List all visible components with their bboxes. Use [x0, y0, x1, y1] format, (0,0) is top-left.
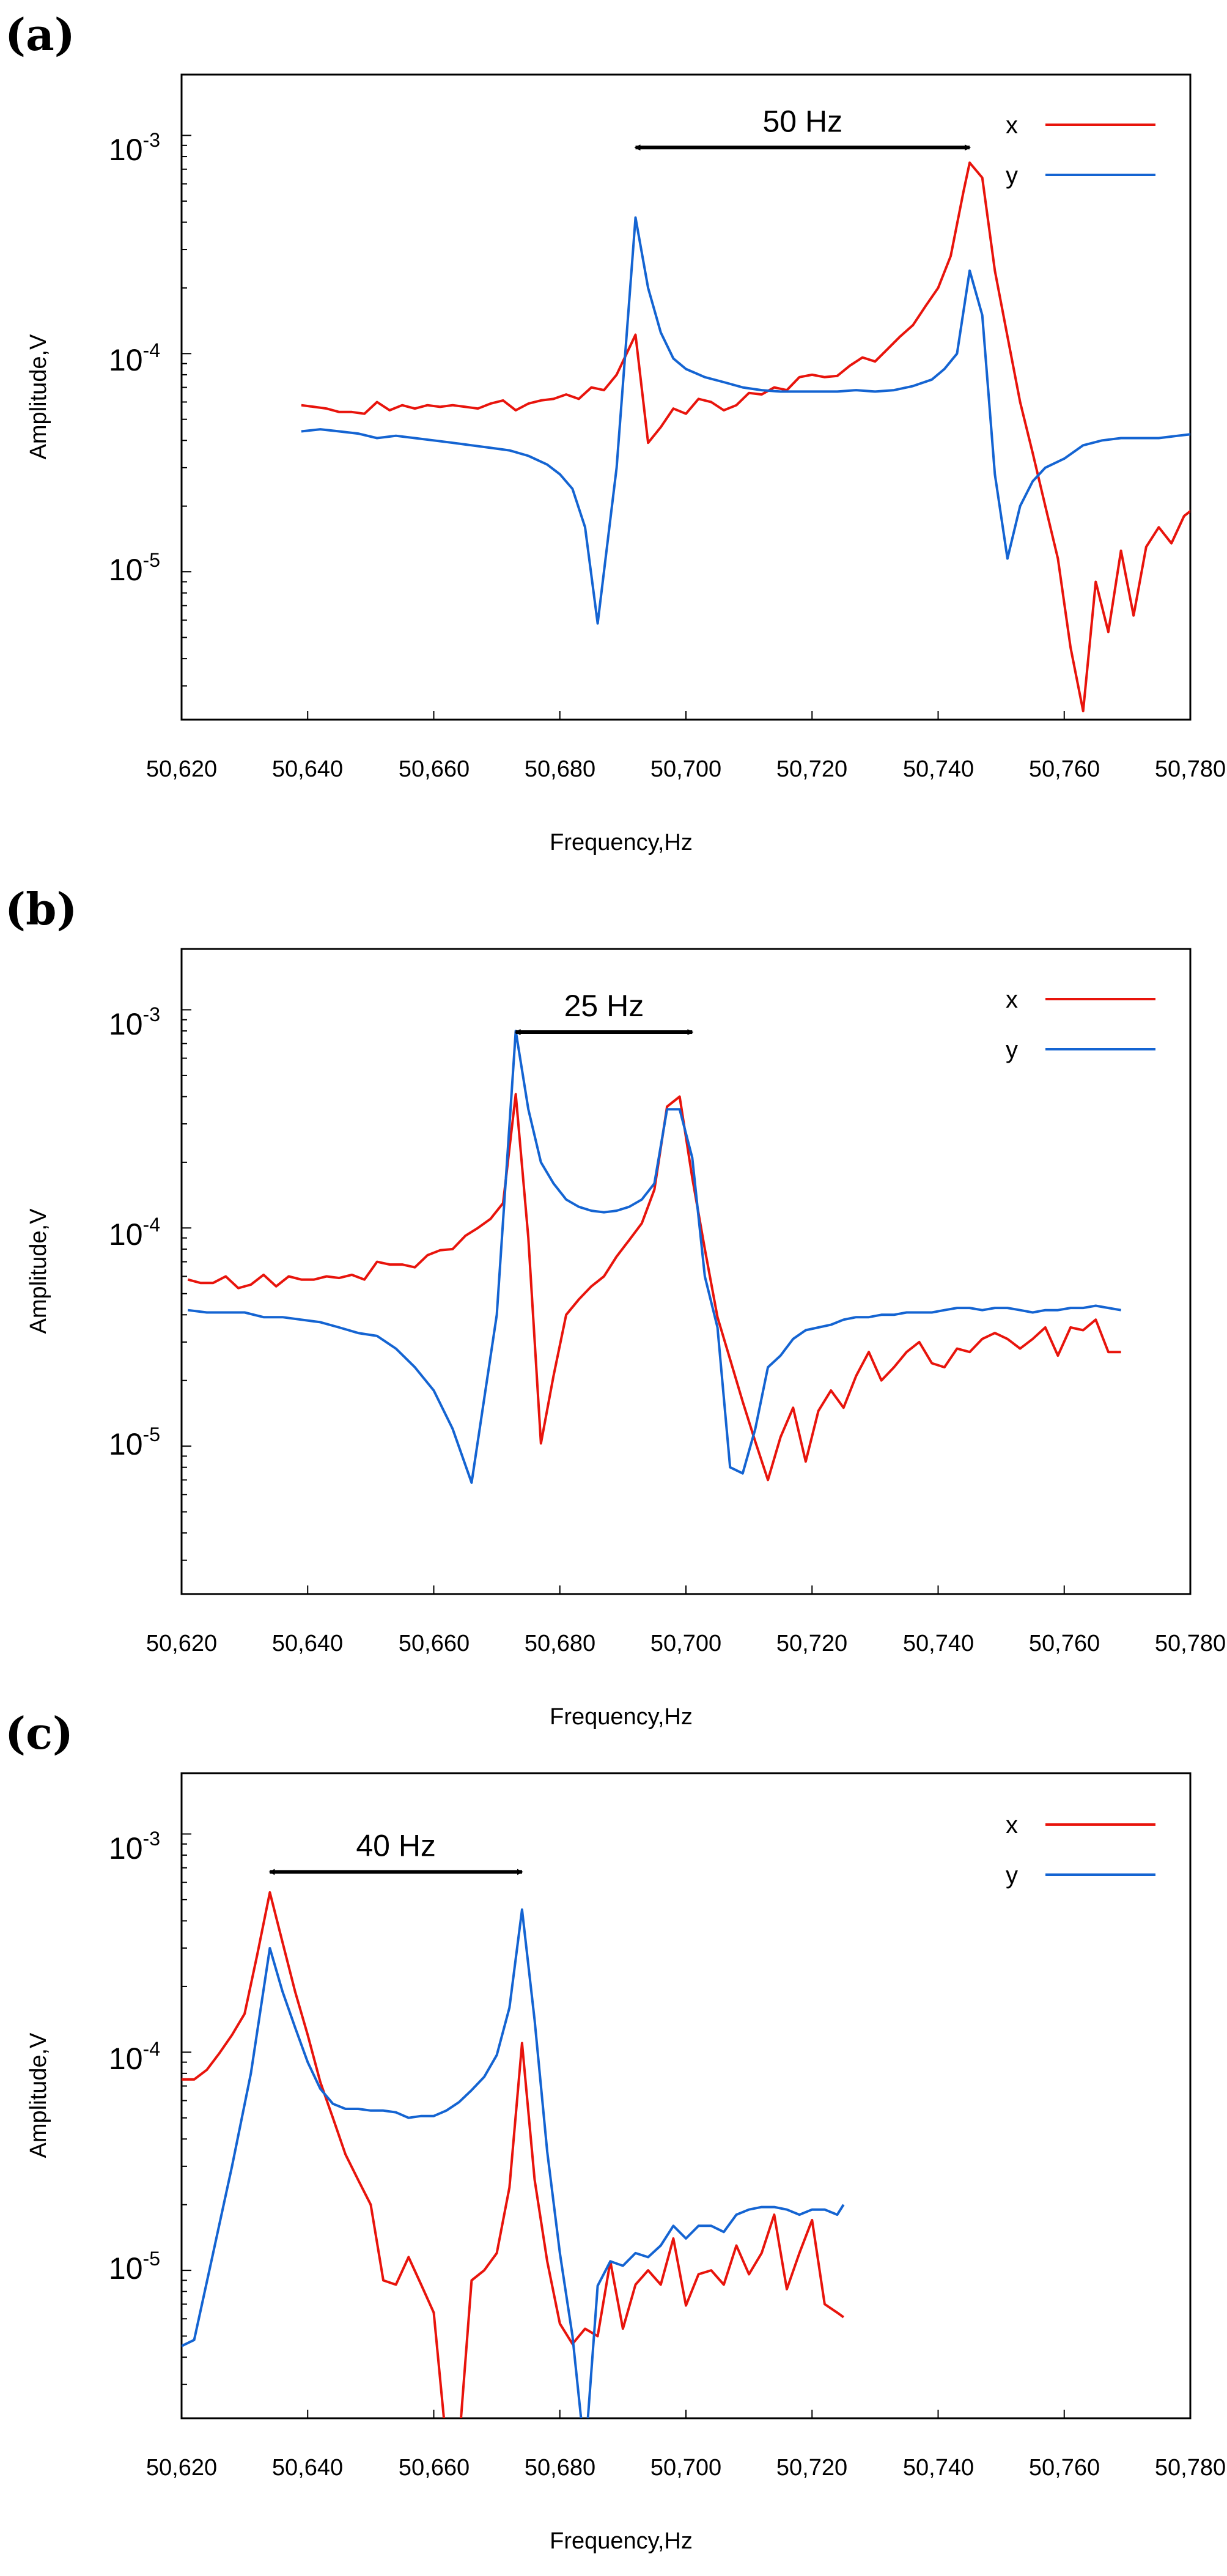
x-tick-label: 50,700	[650, 2455, 721, 2481]
series-line-y	[182, 1908, 845, 2418]
y-tick-label: 10-3	[109, 129, 160, 167]
annotation-label: 25 Hz	[564, 989, 644, 1023]
x-tick-label: 50,720	[776, 2455, 847, 2481]
x-tick-label: 50,720	[776, 1631, 847, 1656]
x-tick-label: 50,660	[399, 1631, 470, 1656]
y-tick-label: 10-5	[109, 2248, 160, 2286]
y-tick-label: 10-4	[109, 339, 160, 377]
x-tick-label: 50,680	[525, 1631, 595, 1656]
x-tick-label: 50,760	[1029, 756, 1100, 782]
legend-label-y: y	[1006, 1036, 1018, 1063]
legend-label-y: y	[1006, 162, 1018, 189]
legend-label-x: x	[1006, 986, 1018, 1013]
x-tick-label: 50,760	[1029, 2455, 1100, 2481]
x-tick-label: 50,640	[272, 2455, 343, 2481]
plot-frame	[180, 948, 1192, 1595]
panel-label: (a)	[5, 9, 75, 61]
x-tick-label: 50,700	[650, 1631, 721, 1656]
x-tick-label: 50,720	[776, 756, 847, 782]
x-tick-label: 50,660	[399, 2455, 470, 2481]
y-tick-label: 10-3	[109, 1003, 160, 1041]
series-line-x	[182, 1891, 844, 2418]
y-tick-label: 10-5	[109, 549, 160, 587]
y-axis-label: Amplitude,V	[26, 334, 51, 460]
legend: x y	[1006, 112, 1155, 189]
annotation-label: 50 Hz	[762, 104, 842, 138]
x-tick-label: 50,660	[399, 756, 470, 782]
panel-label: (b)	[5, 883, 77, 935]
x-axis-label: Frequency,Hz	[550, 830, 693, 855]
panel-c: (c) 50,620 50,640 50,660 50,680 50,700 5…	[5, 1707, 1226, 2554]
y-tick-label: 10-4	[109, 1214, 160, 1252]
x-tick-labels: 50,620 50,640 50,660 50,680 50,700 50,72…	[146, 1631, 1226, 1656]
y-tick-labels: 10-3 10-4 10-5	[109, 129, 160, 587]
x-tick-label: 50,700	[650, 756, 721, 782]
legend-label-x: x	[1006, 112, 1018, 139]
x-axis-label: Frequency,Hz	[550, 1704, 693, 1730]
x-tick-labels: 50,620 50,640 50,660 50,680 50,700 50,72…	[146, 2455, 1226, 2481]
series-line-x	[301, 161, 1190, 712]
x-tick-label: 50,640	[272, 1631, 343, 1656]
x-tick-label: 50,780	[1155, 2455, 1226, 2481]
legend: x y	[1006, 1812, 1155, 1889]
panel-b: (b) 50,620 50,640 50,660 50,680 50,700 5…	[5, 883, 1226, 1730]
y-axis-label: Amplitude,V	[26, 2032, 51, 2158]
x-tick-label: 50,740	[903, 756, 974, 782]
plot-frame	[180, 73, 1192, 721]
x-tick-label: 50,640	[272, 756, 343, 782]
legend-label-x: x	[1006, 1812, 1018, 1839]
panel-a: (a) 50,620 50,640 50,660 50,680 50,700 5…	[5, 9, 1226, 855]
x-tick-label: 50,620	[146, 2455, 217, 2481]
x-tick-label: 50,760	[1029, 1631, 1100, 1656]
y-tick-labels: 10-3 10-4 10-5	[109, 1003, 160, 1461]
y-axis-label: Amplitude,V	[26, 1208, 51, 1334]
series-line-x	[187, 1093, 1121, 1482]
x-tick-label: 50,680	[525, 2455, 595, 2481]
plot-frame	[180, 1772, 1192, 2419]
x-tick-label: 50,740	[903, 2455, 974, 2481]
x-tick-label: 50,740	[903, 1631, 974, 1656]
x-axis-label: Frequency,Hz	[550, 2528, 693, 2554]
y-tick-label: 10-3	[109, 1828, 160, 1866]
x-tick-label: 50,620	[146, 756, 217, 782]
x-tick-label: 50,620	[146, 1631, 217, 1656]
x-tick-label: 50,780	[1155, 1631, 1226, 1656]
series-line-y	[301, 216, 1190, 625]
legend-label-y: y	[1006, 1862, 1018, 1889]
y-tick-label: 10-5	[109, 1423, 160, 1461]
x-tick-labels: 50,620 50,640 50,660 50,680 50,700 50,72…	[146, 756, 1226, 782]
x-tick-label: 50,780	[1155, 756, 1226, 782]
y-tick-label: 10-4	[109, 2038, 160, 2076]
legend: x y	[1006, 986, 1155, 1063]
y-tick-labels: 10-3 10-4 10-5	[109, 1828, 160, 2286]
series-line-y	[188, 1030, 1121, 1484]
annotation-label: 40 Hz	[356, 1829, 436, 1863]
panel-label: (c)	[5, 1707, 73, 1759]
x-tick-label: 50,680	[525, 756, 595, 782]
